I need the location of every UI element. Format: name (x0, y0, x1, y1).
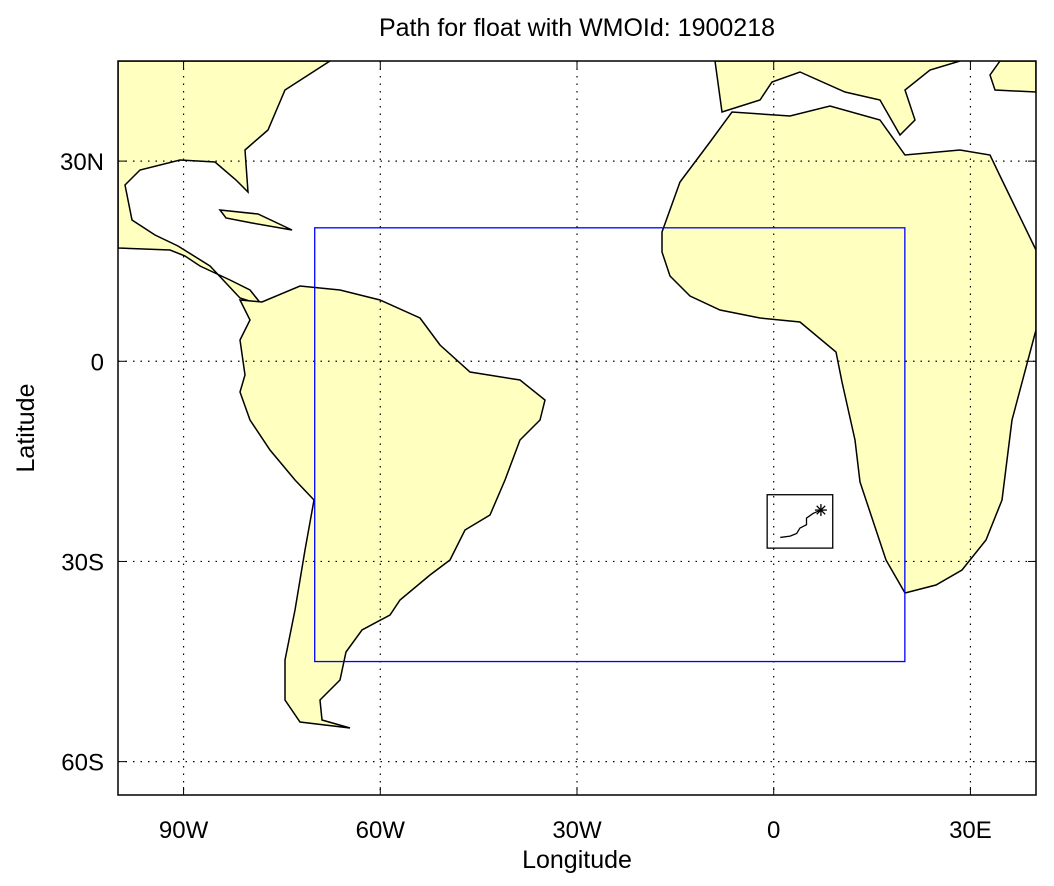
y-axis-label: Latitude (12, 384, 40, 473)
float-path (780, 509, 822, 539)
south-america (238, 285, 546, 729)
x-tick-label: 0 (767, 817, 780, 844)
cuba (218, 209, 293, 231)
y-tick-label: 30N (60, 149, 104, 176)
star-stroke (816, 505, 826, 515)
y-tick-label: 30S (61, 549, 104, 576)
x-tick-label: 30E (949, 817, 992, 844)
y-tick-label: 60S (61, 750, 104, 777)
x-tick-label: 90W (159, 817, 209, 844)
x-axis-label: Longitude (522, 846, 632, 874)
europe (714, 61, 961, 137)
inset-box (766, 494, 834, 549)
region-box (314, 227, 906, 663)
y-tick-label: 0 (91, 349, 104, 376)
americas-north (118, 61, 332, 307)
plot-frame (117, 60, 1037, 796)
chart-title: Path for float with WMOId: 1900218 (379, 14, 775, 42)
europe-east (989, 61, 1036, 93)
x-tick-label: 30W (552, 817, 602, 844)
float-last-position (814, 504, 827, 517)
x-tick-label: 60W (356, 817, 406, 844)
